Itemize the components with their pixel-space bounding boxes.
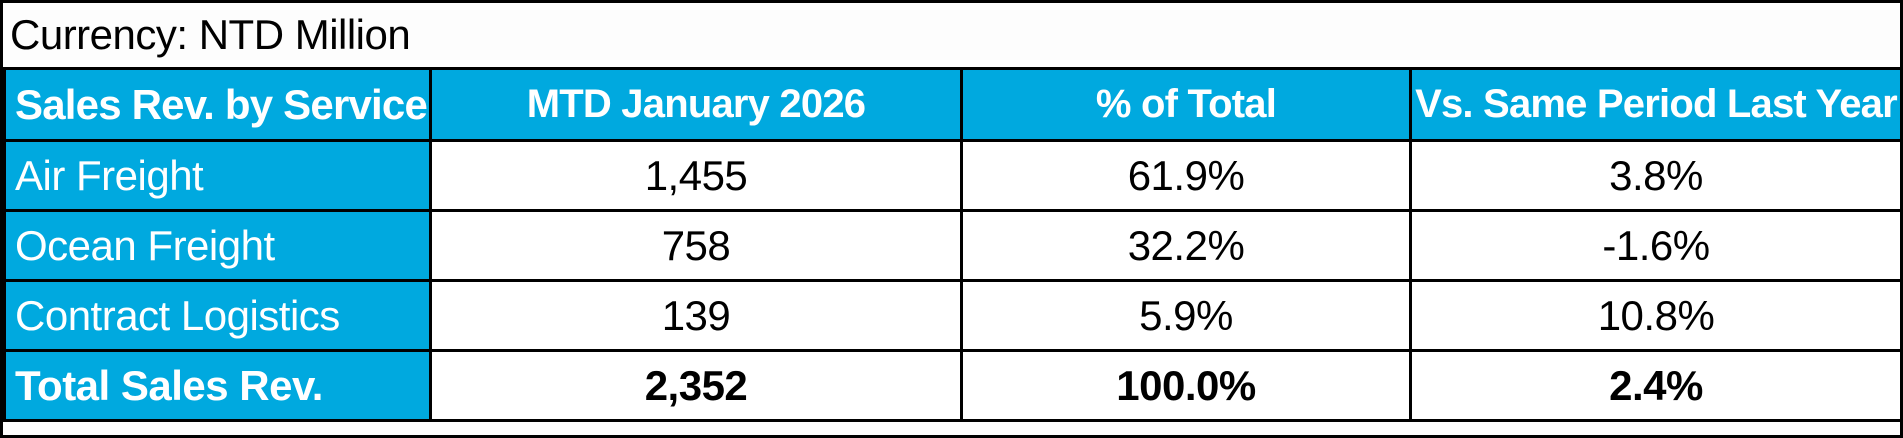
cell-air-freight-pct: 61.9%	[960, 139, 1412, 212]
cell-contract-logistics-pct: 5.9%	[960, 279, 1412, 352]
sales-revenue-table: Sales Rev. by Service MTD January 2026 %…	[3, 67, 1900, 422]
table-row-ocean-freight: Ocean Freight 758 32.2% -1.6%	[3, 209, 1900, 282]
cell-ocean-freight-mtd: 758	[429, 209, 963, 282]
table-row-air-freight: Air Freight 1,455 61.9% 3.8%	[3, 139, 1900, 212]
cell-total-vs-ly: 2.4%	[1409, 349, 1900, 422]
table-row-total: Total Sales Rev. 2,352 100.0% 2.4%	[3, 349, 1900, 422]
row-label-contract-logistics: Contract Logistics	[3, 279, 432, 352]
header-cell-mtd: MTD January 2026	[429, 67, 963, 142]
header-cell-pct-of-total: % of Total	[960, 67, 1412, 142]
cell-air-freight-mtd: 1,455	[429, 139, 963, 212]
currency-note: Currency: NTD Million	[3, 3, 1900, 67]
table-header-row: Sales Rev. by Service MTD January 2026 %…	[3, 67, 1900, 142]
cell-ocean-freight-pct: 32.2%	[960, 209, 1412, 282]
header-cell-service: Sales Rev. by Service	[3, 67, 432, 142]
cell-total-pct: 100.0%	[960, 349, 1412, 422]
row-label-air-freight: Air Freight	[3, 139, 432, 212]
header-cell-vs-last-year: Vs. Same Period Last Year	[1409, 67, 1900, 142]
row-label-ocean-freight: Ocean Freight	[3, 209, 432, 282]
table-row-contract-logistics: Contract Logistics 139 5.9% 10.8%	[3, 279, 1900, 352]
cell-contract-logistics-vs-ly: 10.8%	[1409, 279, 1900, 352]
cell-air-freight-vs-ly: 3.8%	[1409, 139, 1900, 212]
row-label-total: Total Sales Rev.	[3, 349, 432, 422]
cell-contract-logistics-mtd: 139	[429, 279, 963, 352]
cell-ocean-freight-vs-ly: -1.6%	[1409, 209, 1900, 282]
cell-total-mtd: 2,352	[429, 349, 963, 422]
